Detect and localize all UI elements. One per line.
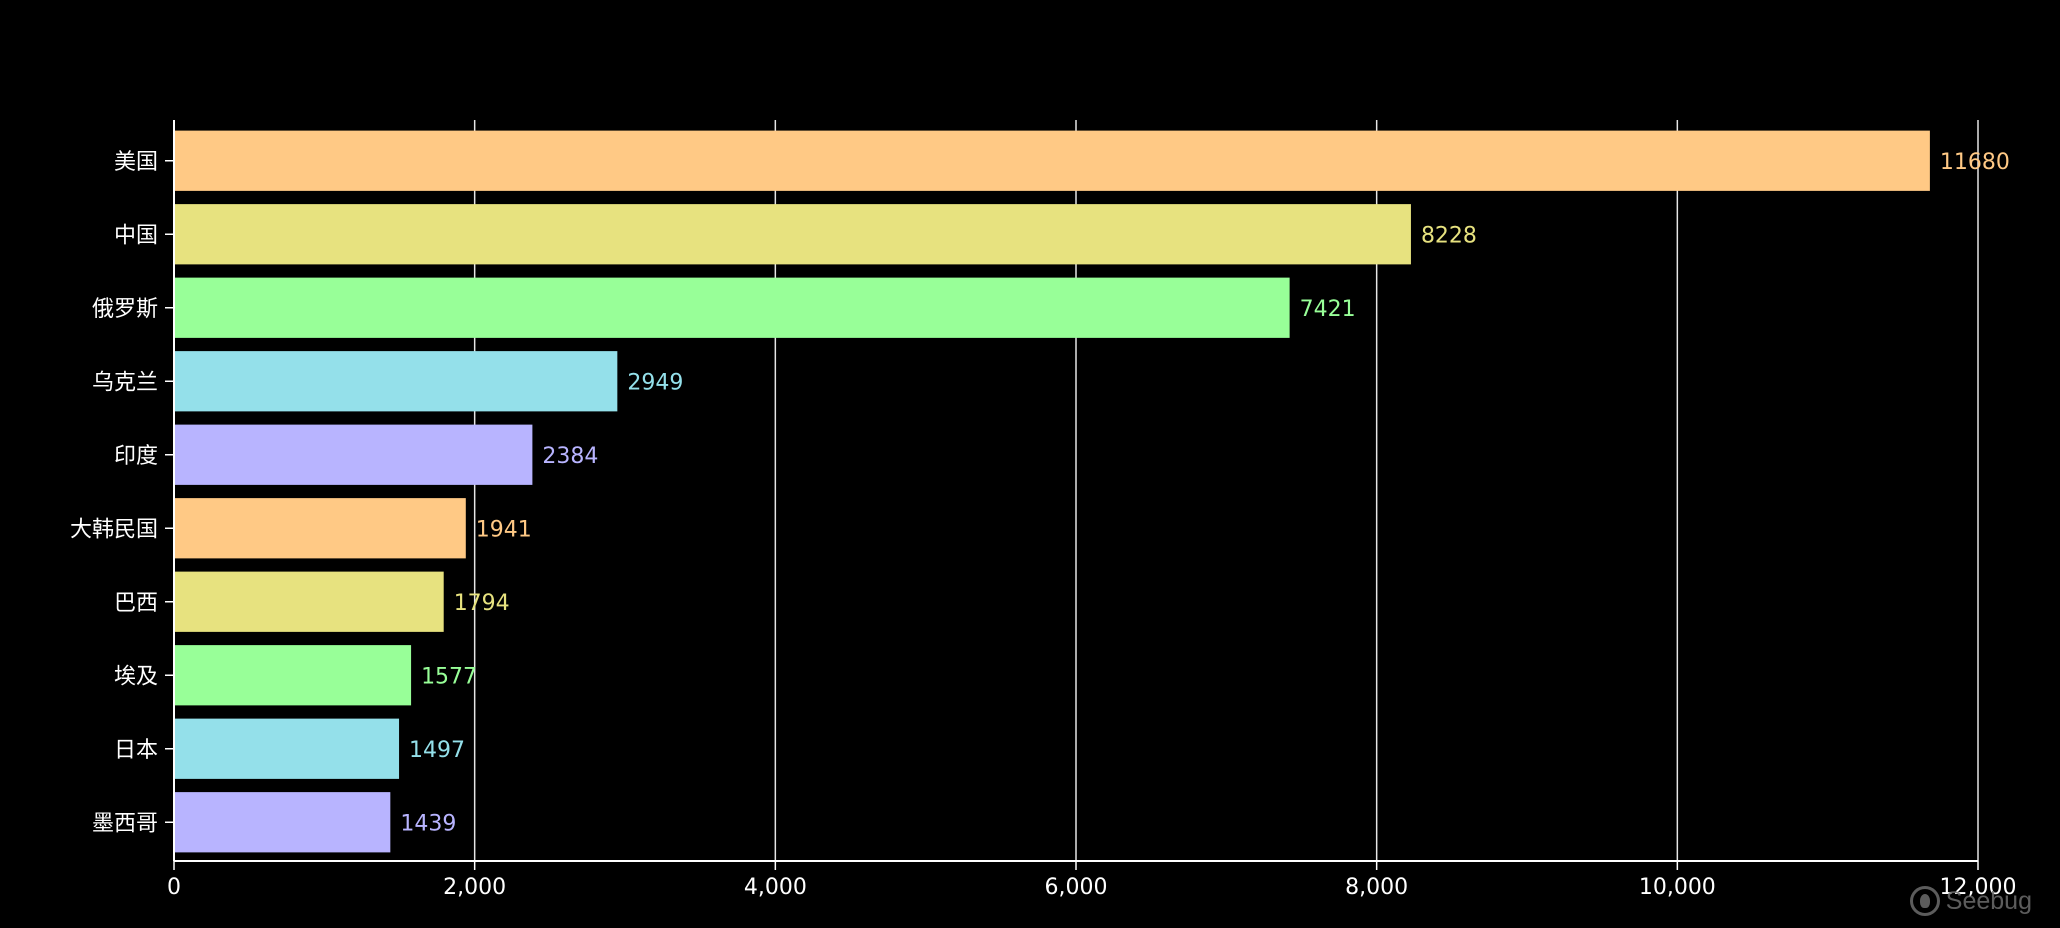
seebug-logo-icon — [1909, 886, 1940, 916]
y-tick-label: 大韩民国 — [70, 517, 158, 542]
value-label: 7421 — [1300, 297, 1356, 322]
value-label: 2384 — [542, 444, 598, 469]
x-tick-label: 4,000 — [744, 875, 807, 900]
value-label: 8228 — [1421, 223, 1477, 248]
value-label: 1497 — [409, 738, 465, 763]
y-tick-label: 墨西哥 — [92, 811, 158, 836]
bar — [174, 130, 1930, 191]
bar — [174, 204, 1411, 265]
y-tick-label: 美国 — [114, 150, 158, 175]
x-tick-label: 12,000 — [1940, 875, 2017, 900]
bar — [174, 792, 391, 853]
y-tick-label: 巴西 — [114, 591, 158, 616]
bar — [174, 424, 533, 485]
y-tick-label: 印度 — [114, 444, 158, 469]
value-label: 2949 — [627, 370, 683, 395]
x-tick-label: 0 — [167, 875, 181, 900]
bar — [174, 718, 400, 779]
x-tick-label: 6,000 — [1045, 875, 1108, 900]
bar — [174, 277, 1290, 338]
value-label: 1941 — [476, 517, 532, 542]
y-tick-label: 日本 — [114, 738, 158, 763]
bar — [174, 645, 412, 706]
watermark-text: Seebug — [1945, 886, 2032, 915]
value-label: 1577 — [421, 664, 477, 689]
watermark: Seebug — [1909, 886, 2032, 916]
bars — [174, 130, 1930, 853]
y-tick-label: 俄罗斯 — [92, 297, 158, 322]
x-tick-label: 2,000 — [443, 875, 506, 900]
value-label: 1439 — [400, 811, 456, 836]
value-labels: 11680 8228 7421 2949 2384 1941 1794 1577 1497 143… — [400, 150, 2010, 837]
y-tick-label: 埃及 — [114, 664, 158, 689]
bar — [174, 571, 444, 632]
x-tick-label: 10,000 — [1639, 875, 1716, 900]
bar — [174, 498, 466, 559]
value-label: 11680 — [1940, 150, 2010, 175]
y-tick-label: 中国 — [114, 223, 158, 248]
value-label: 1794 — [454, 591, 510, 616]
bar — [174, 351, 618, 412]
y-tick-label: 乌克兰 — [92, 370, 158, 395]
x-tick-label: 8,000 — [1345, 875, 1408, 900]
